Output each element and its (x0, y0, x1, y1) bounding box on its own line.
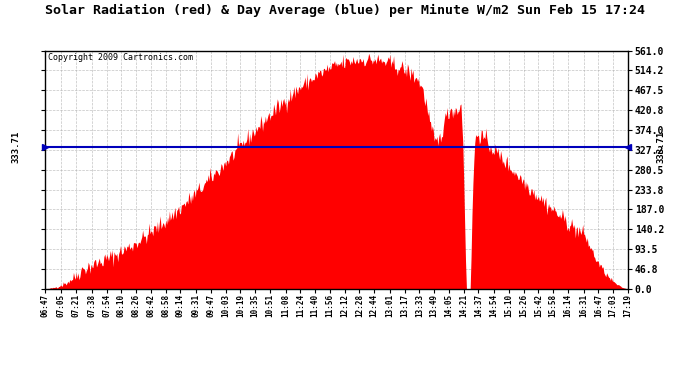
Text: Solar Radiation (red) & Day Average (blue) per Minute W/m2 Sun Feb 15 17:24: Solar Radiation (red) & Day Average (blu… (45, 4, 645, 17)
Text: 333.71: 333.71 (656, 131, 666, 163)
Text: Copyright 2009 Cartronics.com: Copyright 2009 Cartronics.com (48, 53, 193, 62)
Text: 333.71: 333.71 (11, 131, 21, 163)
